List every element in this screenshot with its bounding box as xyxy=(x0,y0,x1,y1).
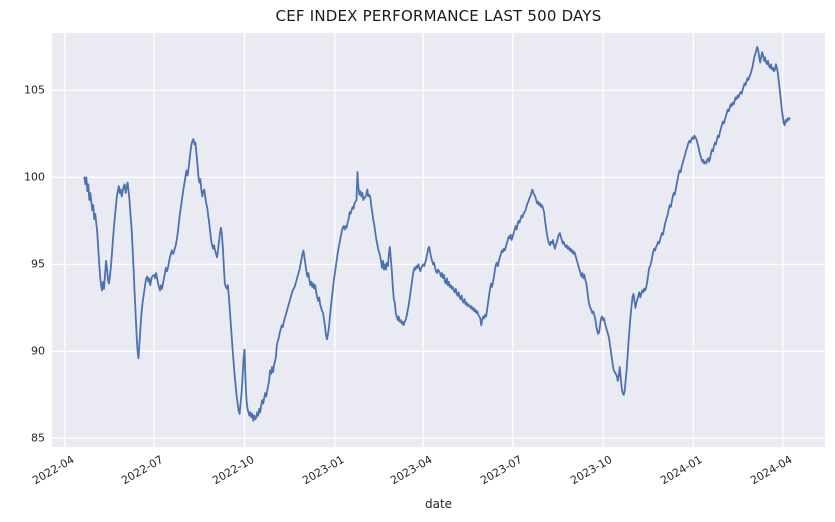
chart-title: CEF INDEX PERFORMANCE LAST 500 DAYS xyxy=(275,7,602,25)
x-axis-label: date xyxy=(424,497,453,511)
y-tick-label: 90 xyxy=(31,344,45,358)
index-line xyxy=(83,46,791,422)
y-tick-label: 105 xyxy=(24,83,45,97)
y-tick-label: 100 xyxy=(24,170,45,184)
y-tick-label: 85 xyxy=(31,431,45,445)
plot-area xyxy=(52,33,825,447)
y-tick-label: 95 xyxy=(31,257,45,271)
